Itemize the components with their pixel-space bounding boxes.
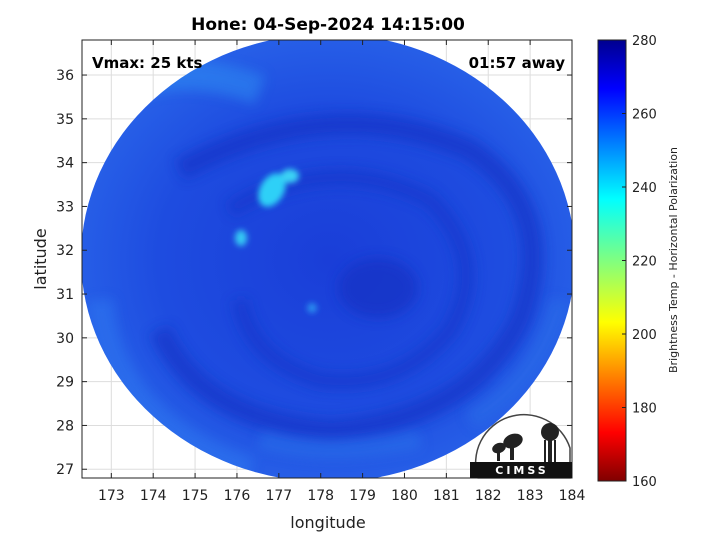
x-tick-label: 181 [433, 488, 460, 504]
time-away-annotation: 01:57 away [469, 54, 566, 72]
x-tick-label: 184 [559, 488, 586, 504]
y-tick-label: 32 [56, 243, 74, 259]
x-tick-label: 178 [307, 488, 334, 504]
x-tick-label: 176 [224, 488, 251, 504]
x-tick-label: 182 [475, 488, 502, 504]
colorbar-tick-label: 160 [632, 475, 657, 490]
x-tick-label: 179 [349, 488, 376, 504]
y-tick-label: 31 [56, 287, 74, 303]
colorbar: 280 260 240 220 200 180 160 Brightness Temp - … [597, 34, 680, 490]
colorbar-gradient [597, 39, 627, 482]
y-tick-label: 28 [56, 418, 74, 434]
colorbar-tick-label: 200 [632, 328, 657, 343]
colorbar-tick-label: 240 [632, 181, 657, 196]
logo-dish-icon [492, 433, 523, 461]
y-ticks: 27 28 29 30 31 32 33 34 35 36 [56, 68, 572, 478]
logo-text: CIMSS [495, 464, 548, 477]
x-tick-label: 180 [391, 488, 418, 504]
plot-title: Hone: 04-Sep-2024 14:15:00 [191, 15, 465, 35]
x-axis-label: longitude [290, 513, 365, 532]
x-tick-label: 177 [265, 488, 292, 504]
x-ticks: 173 174 175 176 177 178 179 180 181 182 183 184 [98, 40, 585, 504]
swath-image [82, 40, 572, 478]
y-tick-label: 36 [56, 68, 74, 84]
y-tick-label: 34 [56, 156, 74, 172]
colorbar-ticks: 280 260 240 220 200 180 160 [622, 34, 657, 490]
x-tick-label: 175 [182, 488, 209, 504]
logo-water-tower-icon [541, 423, 559, 462]
x-tick-label: 183 [517, 488, 544, 504]
x-tick-label: 173 [98, 488, 125, 504]
y-tick-label: 30 [56, 331, 74, 347]
y-tick-label: 33 [56, 199, 74, 215]
vmax-annotation: Vmax: 25 kts [92, 54, 202, 72]
cimss-logo: CIMSS [470, 413, 572, 479]
colorbar-tick-label: 280 [632, 34, 657, 49]
y-tick-label: 27 [56, 462, 74, 478]
colorbar-tick-label: 220 [632, 255, 657, 270]
y-tick-label: 29 [56, 375, 74, 391]
axes-box [81, 39, 573, 479]
colorbar-tick-label: 180 [632, 402, 657, 417]
y-tick-label: 35 [56, 112, 74, 128]
y-axis-label: latitude [31, 228, 50, 289]
x-tick-label: 174 [140, 488, 167, 504]
colorbar-label: Brightness Temp - Horizontal Polarizatio… [667, 147, 680, 373]
colorbar-tick-label: 260 [632, 108, 657, 123]
